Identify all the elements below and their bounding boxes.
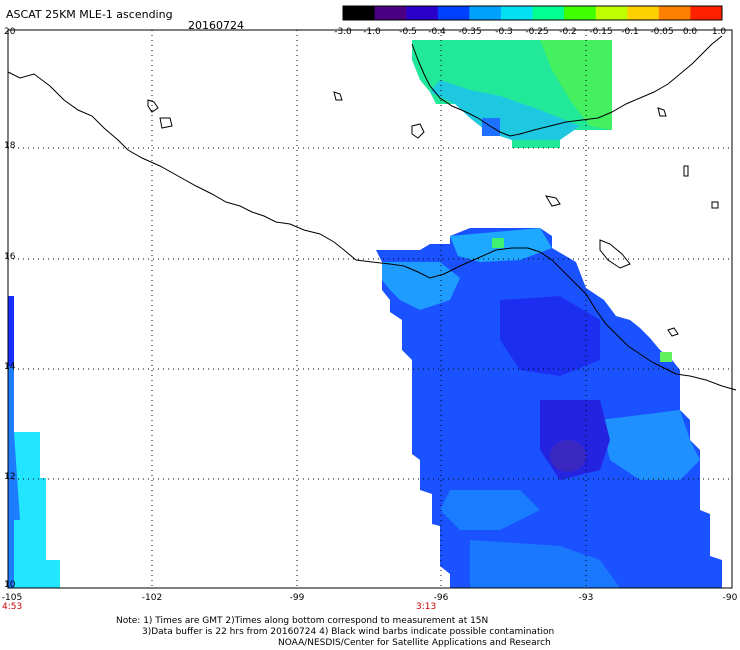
colorbar-tick: -0.05 — [650, 27, 674, 37]
colorbar-tick: -1.0 — [363, 27, 381, 37]
colorbar-segment — [627, 6, 660, 20]
island-5 — [544, 195, 561, 207]
colorbar-tick: -0.3 — [495, 27, 513, 37]
colorbar-tick: 0.0 — [682, 27, 698, 37]
main-swath-light-4 — [440, 490, 540, 530]
north-swath-green — [540, 40, 612, 130]
island-4 — [599, 239, 631, 269]
colorbar-segment — [469, 6, 502, 20]
colorbar-tick: -0.35 — [458, 27, 482, 37]
lat-label: 18 — [4, 141, 16, 151]
colorbar-tick: 1.0 — [711, 27, 727, 37]
colorbar-tick: -3.0 — [334, 27, 352, 37]
data-swaths — [8, 40, 722, 588]
lon-label: -96 — [433, 593, 449, 603]
colorbar-segment — [658, 6, 691, 20]
gulf-coastline — [411, 35, 723, 137]
colorbar-segment — [343, 6, 376, 20]
lat-lon-grid — [8, 30, 732, 588]
coast-green-pixel-2 — [660, 352, 672, 362]
lat-label: 16 — [4, 252, 16, 262]
colorbar-tick: -0.25 — [525, 27, 549, 37]
footnote-line-1: Note: 1) Times are GMT 2)Times along bot… — [116, 616, 489, 626]
lon-label: -102 — [141, 593, 163, 603]
colorbar-tick: -0.4 — [428, 27, 446, 37]
main-swath-light-1 — [382, 262, 460, 310]
lon-label: -90 — [722, 593, 738, 603]
colorbar-segment — [500, 6, 533, 20]
colorbar-tick: -0.5 — [399, 27, 417, 37]
main-swath-light-3 — [600, 410, 700, 480]
colorbar-frame — [342, 5, 723, 21]
island-10 — [333, 91, 343, 101]
main-swath-dark-1 — [500, 296, 600, 376]
island-9 — [667, 327, 679, 337]
colorbar-segment — [532, 6, 565, 20]
island-3 — [411, 123, 425, 139]
colorbar-tick: -0.1 — [621, 27, 639, 37]
lat-label: 10 — [4, 580, 16, 590]
time-label: 4:53 — [2, 602, 23, 612]
colorbar-segment — [564, 6, 597, 20]
island-8 — [711, 201, 719, 209]
main-swath-light-5 — [470, 540, 620, 588]
island-6 — [657, 107, 667, 117]
footnote-line-2: 3)Data buffer is 22 hrs from 20160724 4)… — [142, 627, 555, 637]
colorbar-tick: -0.2 — [559, 27, 577, 37]
main-swath-dark-core — [550, 440, 586, 472]
colorbar-segment — [374, 6, 407, 20]
colorbar-segment — [595, 6, 628, 20]
image-title: ASCAT 25KM MLE-1 ascending — [6, 8, 173, 21]
colorbar-segment — [406, 6, 439, 20]
island-7 — [683, 165, 689, 177]
time-label: 3:13 — [416, 602, 437, 612]
colorbar — [342, 5, 723, 21]
colorbar-segment — [690, 6, 723, 20]
footnote-line-3: NOAA/NESDIS/Center for Satellite Applica… — [278, 638, 551, 648]
colorbar-segment — [437, 6, 470, 20]
pacific-coastline — [7, 71, 737, 391]
island-2 — [159, 117, 173, 129]
lon-label: -99 — [289, 593, 305, 603]
colorbar-tick: -0.15 — [589, 27, 613, 37]
coast-green-pixel — [492, 238, 504, 248]
lon-label: -93 — [578, 593, 594, 603]
image-date: 20160724 — [188, 19, 244, 32]
west-swath-cyan — [14, 432, 60, 588]
west-swath-dark — [8, 296, 14, 366]
coastline — [7, 35, 737, 391]
north-swath-cyan — [430, 80, 580, 140]
lat-label: 14 — [4, 362, 16, 372]
lat-label: 20 — [4, 27, 16, 37]
map-frame — [7, 29, 733, 589]
island-1 — [147, 99, 159, 113]
lon-label: -105 — [1, 593, 23, 603]
lat-label: 12 — [4, 472, 16, 482]
